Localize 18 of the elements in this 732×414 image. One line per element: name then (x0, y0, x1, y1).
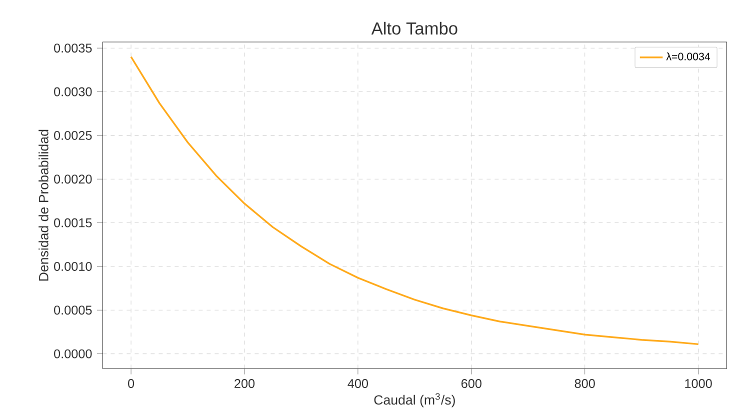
chart-title: Alto Tambo (371, 22, 458, 35)
legend-label: λ=0.0034 (666, 52, 710, 60)
x-axis-title: Caudal (m$^{3}$/s) (374, 393, 455, 408)
x-tick-label: 0 (128, 379, 134, 388)
x-tick-label: 1000 (685, 379, 712, 388)
y-tick-label: 0.0005 (54, 306, 92, 315)
y-tick-label: 0.0010 (54, 262, 92, 271)
y-tick-label: 0.0020 (54, 174, 92, 184)
y-tick-label: 0.0000 (54, 349, 92, 358)
x-tick-label: 600 (461, 379, 482, 388)
y-tick-label: 0.0025 (54, 130, 92, 140)
y-tick-label: 0.0030 (54, 87, 92, 96)
y-axis-title: Densidad de Probabilidad (38, 130, 48, 281)
x-tick-label: 400 (348, 379, 368, 388)
y-tick-label: 0.0035 (54, 44, 92, 53)
y-tick-label: 0.0015 (54, 218, 92, 228)
x-tick-label: 200 (234, 379, 255, 388)
x-tick-label: 800 (574, 379, 595, 388)
